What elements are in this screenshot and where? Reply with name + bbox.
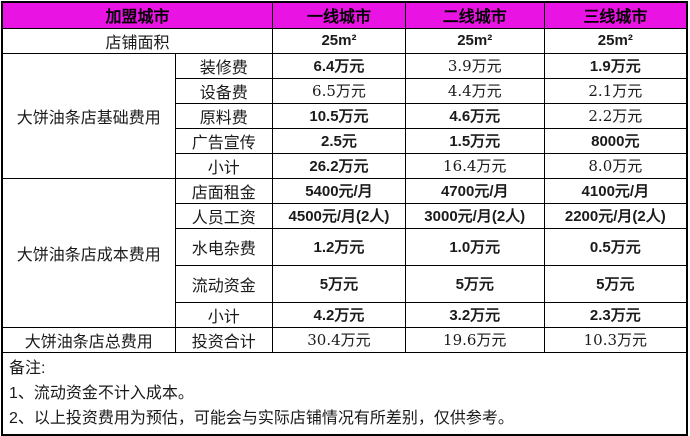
table-row-working-capital: 流动资金 5万元 5万元 5万元 bbox=[2, 264, 688, 303]
notes-cell: 备注: 1、流动资金不计入成本。 2、以上投资费用为预估，可能会与实际店铺情况有… bbox=[1, 351, 688, 435]
table-row-total: 大饼油条店总费用 投资合计 30.4万元 19.6万元 10.3万元 bbox=[1, 326, 688, 353]
table-row-decoration: 大饼油条店基础费用 装修费 6.4万元 3.9万元 1.9万元 bbox=[1, 52, 688, 179]
section-label-operating-costs: 大饼油条店成本费用 bbox=[1, 177, 176, 328]
value-cell: 1.5万元 bbox=[404, 127, 545, 154]
value-cell: 6.5万元 bbox=[272, 77, 406, 104]
value-cell: 4700元/月 bbox=[404, 177, 545, 204]
value-cell: 19.6万元 bbox=[404, 326, 545, 353]
area-value-cell: 25m² bbox=[543, 27, 688, 54]
table-row-basic-subtotal: 小计 26.2万元 16.4万元 8.0万元 bbox=[2, 152, 688, 179]
value-cell: 16.4万元 bbox=[404, 152, 545, 179]
value-cell: 2.2万元 bbox=[543, 102, 688, 129]
value-cell: 3.2万元 bbox=[404, 301, 545, 328]
value-cell: 4.4万元 bbox=[404, 77, 545, 104]
item-label-cell: 小计 bbox=[174, 152, 274, 179]
table-row-rent: 大饼油条店成本费用 店面租金 5400元/月 4700元/月 4100元/月 bbox=[1, 177, 688, 328]
value-cell: 5万元 bbox=[404, 264, 545, 303]
value-cell: 6.4万元 bbox=[272, 52, 406, 79]
area-value-cell: 25m² bbox=[272, 27, 406, 54]
value-cell: 5万元 bbox=[543, 264, 688, 303]
value-cell: 4100元/月 bbox=[543, 177, 688, 204]
section-label-basic-costs: 大饼油条店基础费用 bbox=[1, 52, 176, 179]
table-row-cost-subtotal: 小计 4.2万元 3.2万元 2.3万元 bbox=[2, 301, 688, 328]
note-line-1: 1、流动资金不计入成本。 bbox=[9, 384, 194, 402]
value-cell: 2200元/月(2人) bbox=[543, 202, 688, 229]
value-cell: 30.4万元 bbox=[272, 326, 406, 353]
item-label-cell: 设备费 bbox=[174, 77, 274, 104]
header-cell-tier3-city: 三线城市 bbox=[543, 1, 688, 29]
header-cell-city-label: 加盟城市 bbox=[1, 1, 274, 29]
item-label-cell: 流动资金 bbox=[174, 264, 274, 303]
notes-row: 备注: 1、流动资金不计入成本。 2、以上投资费用为预估，可能会与实际店铺情况有… bbox=[1, 351, 688, 435]
notes-title: 备注: bbox=[9, 359, 46, 377]
value-cell: 3.9万元 bbox=[404, 52, 545, 79]
area-value-cell: 25m² bbox=[404, 27, 545, 54]
value-cell: 2.5元 bbox=[272, 127, 406, 154]
table-row-equipment: 设备费 6.5万元 4.4万元 2.1万元 bbox=[2, 77, 688, 104]
value-cell: 10.3万元 bbox=[543, 326, 688, 353]
value-cell: 5400元/月 bbox=[272, 177, 406, 204]
value-cell: 1.9万元 bbox=[543, 52, 688, 79]
header-cell-tier2-city: 二线城市 bbox=[404, 1, 545, 29]
value-cell: 4.6万元 bbox=[404, 102, 545, 129]
table-row-wages: 人员工资 4500元/月(2人) 3000元/月(2人) 2200元/月(2人) bbox=[2, 202, 688, 229]
value-cell: 4.2万元 bbox=[272, 301, 406, 328]
table-row-advertising: 广告宣传 2.5元 1.5万元 8000元 bbox=[2, 127, 688, 154]
value-cell: 1.2万元 bbox=[272, 227, 406, 266]
note-line-2: 2、以上投资费用为预估，可能会与实际店铺情况有所差别，仅供参考。 bbox=[9, 409, 514, 427]
section-label-total-costs: 大饼油条店总费用 bbox=[1, 326, 176, 353]
value-cell: 1.0万元 bbox=[404, 227, 545, 266]
area-row: 店铺面积 25m² 25m² 25m² bbox=[1, 27, 688, 54]
item-label-cell: 投资合计 bbox=[174, 326, 274, 353]
header-cell-tier1-city: 一线城市 bbox=[272, 1, 406, 29]
item-label-cell: 水电杂费 bbox=[174, 227, 274, 266]
item-label-cell: 店面租金 bbox=[174, 177, 274, 204]
value-cell: 2.1万元 bbox=[543, 77, 688, 104]
table-row-utilities: 水电杂费 1.2万元 1.0万元 0.5万元 bbox=[2, 227, 688, 266]
header-row: 加盟城市 一线城市 二线城市 三线城市 bbox=[1, 1, 688, 29]
item-label-cell: 原料费 bbox=[174, 102, 274, 129]
table-row-materials: 原料费 10.5万元 4.6万元 2.2万元 bbox=[2, 102, 688, 129]
value-cell: 3000元/月(2人) bbox=[404, 202, 545, 229]
item-label-cell: 广告宣传 bbox=[174, 127, 274, 154]
value-cell: 8.0万元 bbox=[543, 152, 688, 179]
value-cell: 0.5万元 bbox=[543, 227, 688, 266]
item-label-cell: 人员工资 bbox=[174, 202, 274, 229]
value-cell: 10.5万元 bbox=[272, 102, 406, 129]
value-cell: 2.3万元 bbox=[543, 301, 688, 328]
area-label-cell: 店铺面积 bbox=[1, 27, 274, 54]
value-cell: 8000元 bbox=[543, 127, 688, 154]
item-label-cell: 装修费 bbox=[174, 52, 274, 79]
value-cell: 5万元 bbox=[272, 264, 406, 303]
value-cell: 26.2万元 bbox=[272, 152, 406, 179]
value-cell: 4500元/月(2人) bbox=[272, 202, 406, 229]
item-label-cell: 小计 bbox=[174, 301, 274, 328]
